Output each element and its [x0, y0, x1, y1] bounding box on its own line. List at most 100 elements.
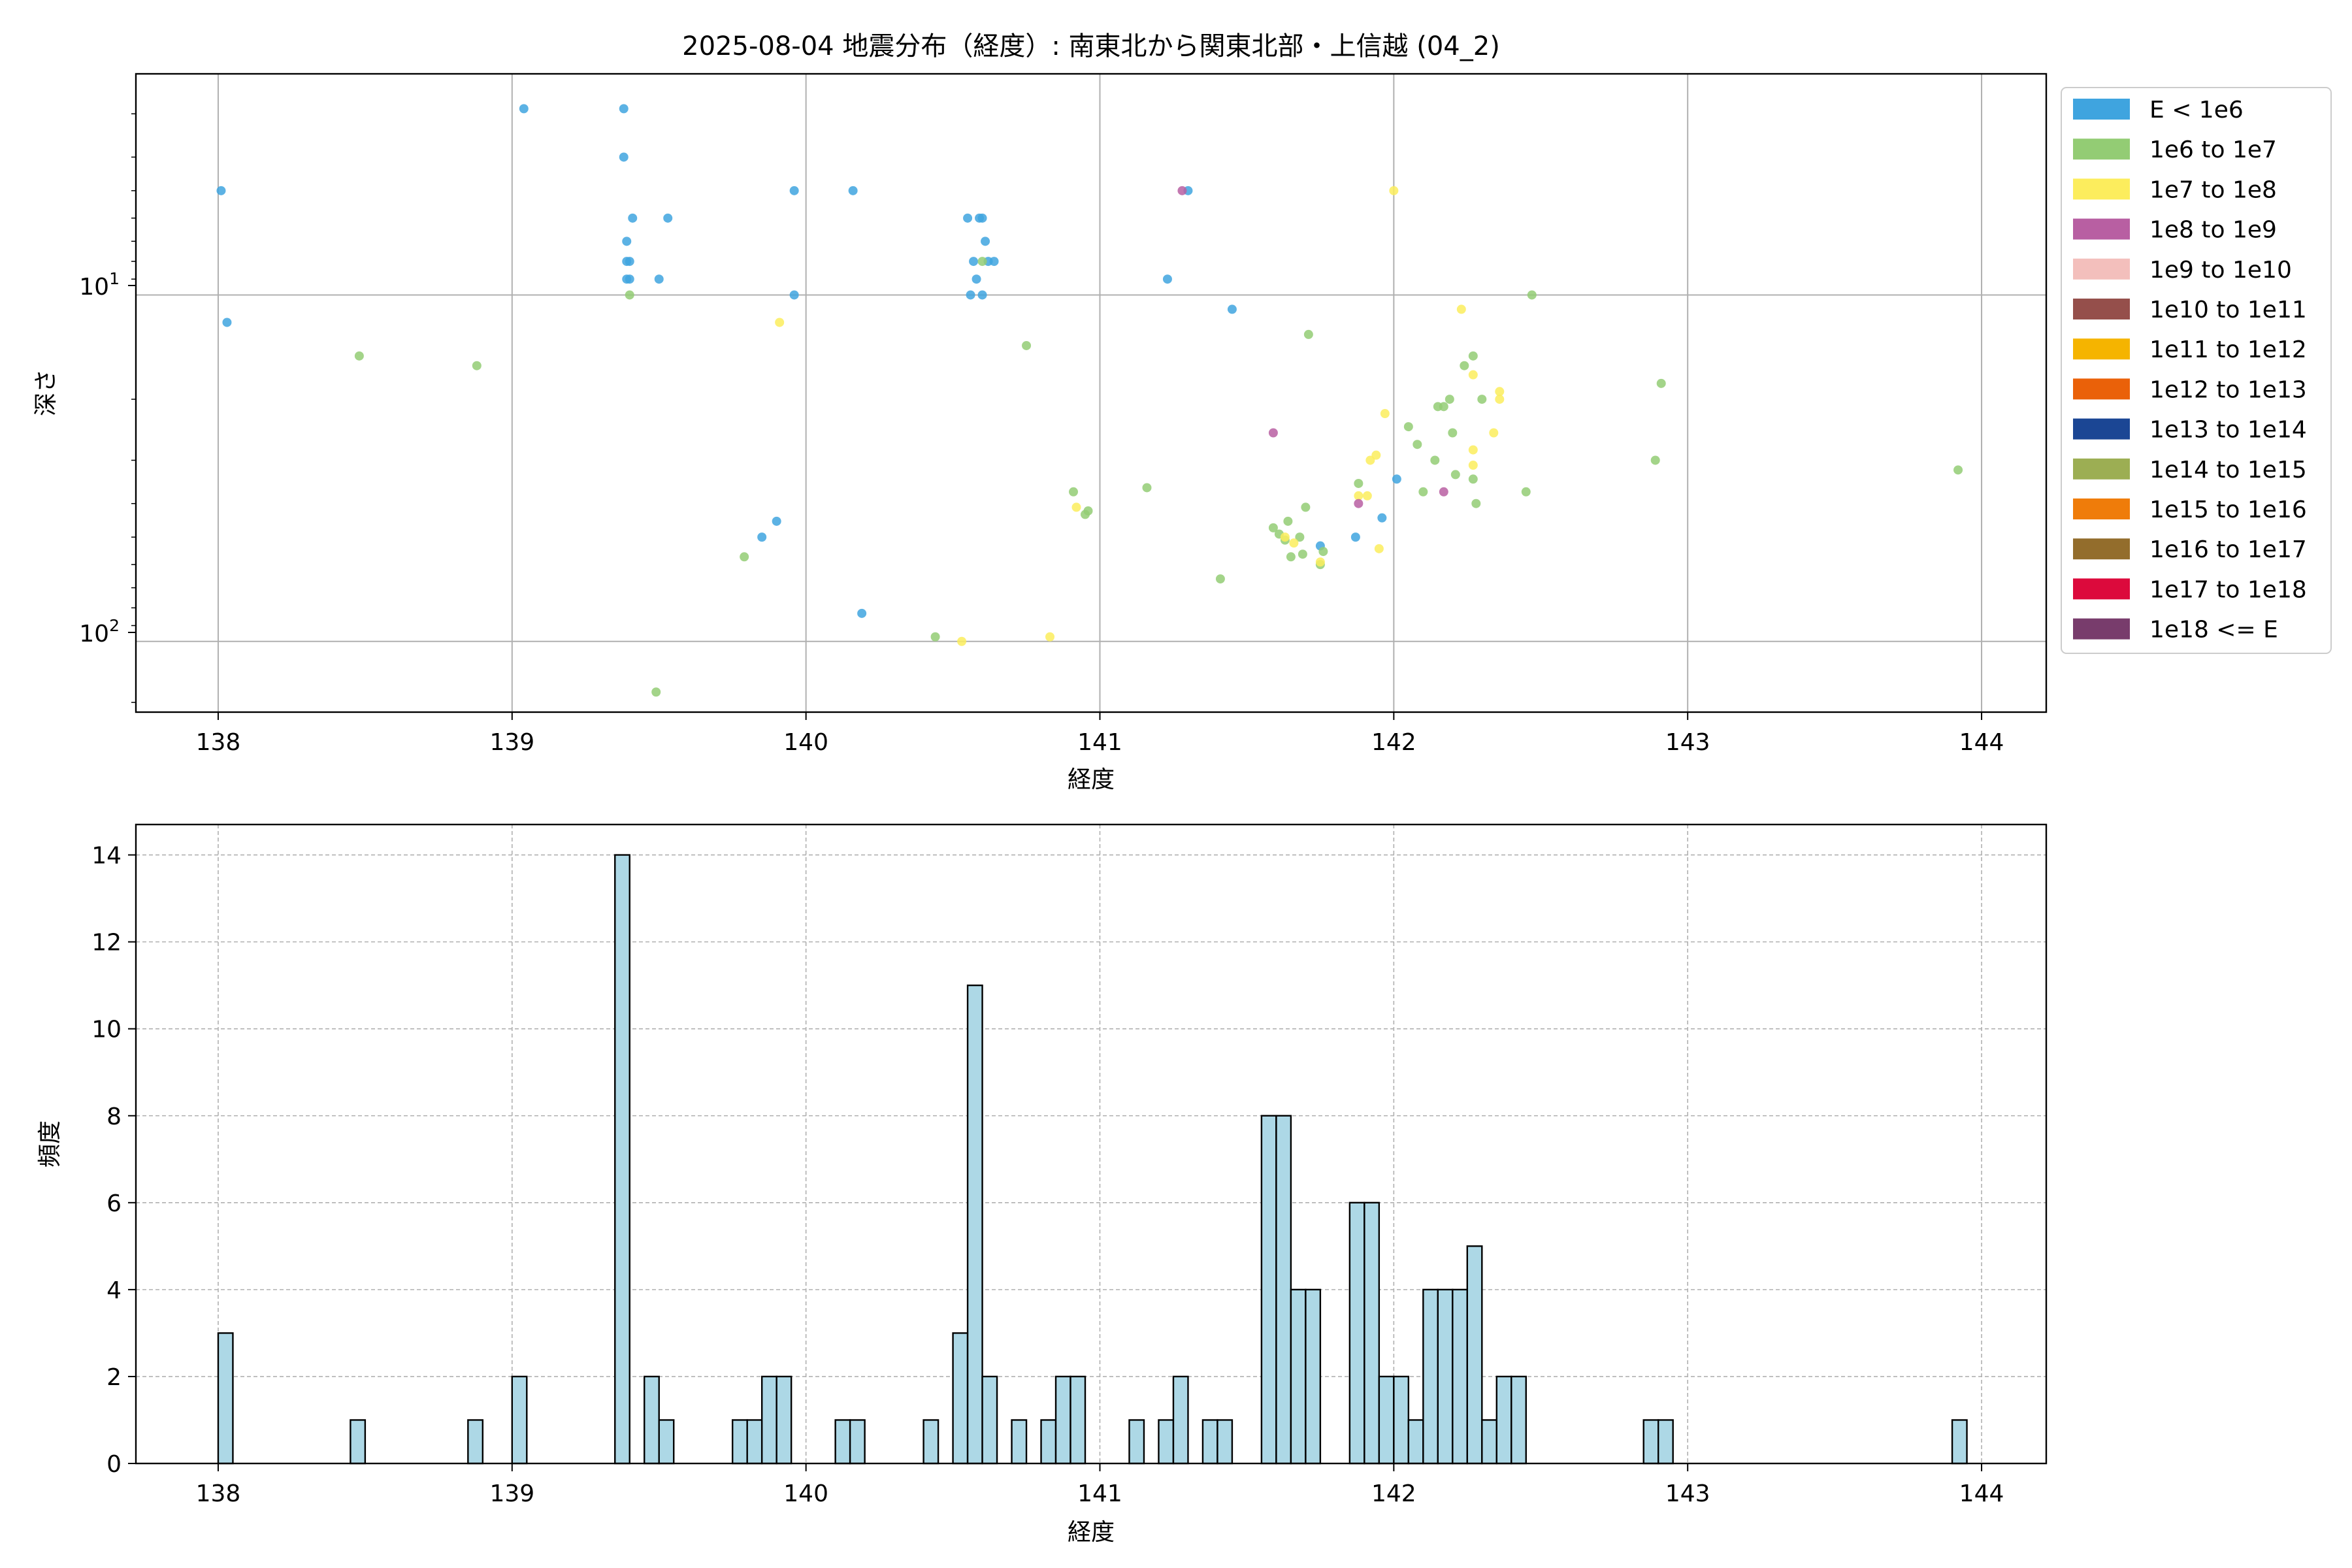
histogram-y-tick-label: 6	[106, 1190, 122, 1217]
legend-swatch	[2073, 178, 2130, 199]
scatter-point	[981, 237, 990, 246]
histogram-x-ticks: 138 139 140 141 142 143 144	[196, 1463, 2004, 1507]
scatter-point	[1084, 506, 1093, 515]
legend-swatch	[2073, 619, 2130, 640]
legend-swatch	[2073, 378, 2130, 399]
scatter-x-tick-label: 142	[1371, 729, 1416, 756]
scatter-point	[1489, 428, 1498, 437]
legend-label: 1e9 to 1e10	[2149, 257, 2292, 284]
legend-label: 1e11 to 1e12	[2149, 336, 2307, 363]
legend-label: 1e10 to 1e11	[2149, 297, 2307, 323]
scatter-point	[978, 257, 987, 266]
scatter-point	[1477, 395, 1486, 404]
scatter-x-ticks: 138 139 140 141 142 143 144	[196, 712, 2004, 756]
scatter-x-tick-label: 139	[489, 729, 534, 756]
histogram-bar	[1158, 1420, 1173, 1463]
scatter-point	[1469, 461, 1478, 470]
legend-swatch	[2073, 578, 2130, 599]
histogram-bar	[1217, 1420, 1232, 1463]
scatter-point	[355, 351, 364, 361]
scatter-point	[969, 257, 978, 266]
scatter-point	[1283, 517, 1292, 526]
scatter-point	[1469, 446, 1478, 455]
histogram-y-tick-label: 10	[91, 1017, 122, 1043]
histogram-x-tick-label: 144	[1959, 1480, 2004, 1507]
histogram-bar	[350, 1420, 365, 1463]
scatter-point	[1380, 409, 1390, 418]
legend-swatch	[2073, 459, 2130, 480]
histogram-bar	[836, 1420, 850, 1463]
legend-box	[2061, 88, 2331, 653]
scatter-point	[1304, 330, 1313, 339]
figure-title: 2025-08-04 地震分布（経度）: 南東北から関東北部・上信越 (04_2…	[682, 31, 1500, 61]
histogram-x-tick-label: 141	[1077, 1480, 1122, 1507]
histogram-bar	[777, 1377, 791, 1463]
scatter-x-tick-label: 144	[1959, 729, 2004, 756]
scatter-x-tick-label: 140	[783, 729, 828, 756]
scatter-point	[772, 517, 781, 526]
legend-label: 1e7 to 1e8	[2149, 176, 2277, 203]
histogram-bar	[1497, 1377, 1511, 1463]
scatter-point	[849, 186, 858, 195]
histogram-y-tick-label: 0	[106, 1451, 122, 1478]
scatter-point	[1469, 370, 1478, 380]
histogram-bar	[924, 1420, 938, 1463]
scatter-point	[1069, 487, 1078, 497]
scatter-point	[1354, 499, 1363, 508]
scatter-plot-area	[136, 74, 2046, 712]
scatter-point	[775, 318, 784, 327]
scatter-point	[1228, 304, 1237, 314]
histogram-bar	[1041, 1420, 1056, 1463]
legend-swatch	[2073, 299, 2130, 319]
histogram-panel: 138 139 140 141 142 143 144 02468101214 経度 頻度	[37, 825, 2046, 1546]
scatter-point	[1651, 455, 1660, 465]
scatter-point	[1022, 341, 1031, 350]
histogram-bar	[1364, 1203, 1379, 1463]
scatter-point	[1457, 304, 1466, 314]
histogram-y-tick-label: 8	[106, 1103, 122, 1130]
scatter-point	[1216, 574, 1225, 583]
histogram-bar	[762, 1377, 776, 1463]
scatter-point	[1469, 474, 1478, 483]
histogram-bar	[1394, 1377, 1408, 1463]
histogram-bar	[1409, 1420, 1423, 1463]
scatter-point	[216, 186, 225, 195]
histogram-bar	[1467, 1246, 1482, 1463]
histogram-bar	[953, 1333, 968, 1463]
legend-swatch	[2073, 338, 2130, 359]
scatter-point	[1418, 487, 1428, 497]
scatter-x-tick-label: 141	[1077, 729, 1122, 756]
scatter-point	[1177, 186, 1186, 195]
scatter-point	[628, 214, 637, 223]
scatter-point	[740, 552, 749, 561]
legend-swatch	[2073, 538, 2130, 559]
histogram-bar	[1658, 1420, 1673, 1463]
histogram-bar	[850, 1420, 864, 1463]
legend-label: 1e14 to 1e15	[2149, 457, 2307, 483]
scatter-point	[790, 290, 799, 299]
scatter-x-axis-label: 経度	[1068, 766, 1115, 793]
histogram-plot-area	[136, 825, 2046, 1463]
scatter-point	[1281, 532, 1290, 542]
scatter-point	[1351, 532, 1360, 542]
histogram-bar	[1071, 1377, 1085, 1463]
scatter-point	[1404, 422, 1413, 431]
scatter-point	[1439, 402, 1448, 411]
histogram-bar	[1350, 1203, 1364, 1463]
histogram-y-tick-label: 14	[91, 843, 122, 870]
scatter-point	[1392, 474, 1401, 483]
histogram-bar	[1379, 1377, 1394, 1463]
legend: E < 1e6 1e6 to 1e7 1e7 to 1e8 1e8 to 1e9 1e9…	[2061, 88, 2331, 653]
scatter-point	[1371, 451, 1380, 460]
scatter-point	[1142, 483, 1151, 492]
scatter-point	[1354, 479, 1363, 488]
scatter-point	[978, 290, 987, 299]
histogram-bar	[1173, 1377, 1188, 1463]
histogram-bar	[968, 985, 982, 1463]
scatter-point	[1657, 379, 1666, 388]
scatter-point	[757, 532, 766, 542]
histogram-bar	[1644, 1420, 1658, 1463]
legend-label: E < 1e6	[2149, 97, 2244, 123]
scatter-point	[1072, 502, 1081, 512]
